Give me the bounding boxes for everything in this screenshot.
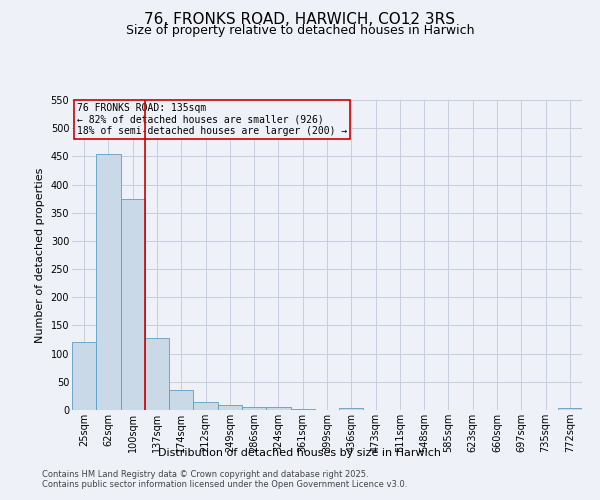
Bar (266, 406, 290, 410)
Bar (242, 407, 266, 410)
Text: Size of property relative to detached houses in Harwich: Size of property relative to detached ho… (126, 24, 474, 37)
Bar (169, 390, 193, 410)
Y-axis label: Number of detached properties: Number of detached properties (35, 168, 45, 342)
Bar (145, 338, 169, 410)
Bar (193, 402, 218, 410)
Text: Contains HM Land Registry data © Crown copyright and database right 2025.: Contains HM Land Registry data © Crown c… (42, 470, 368, 479)
Bar (218, 405, 242, 410)
Text: 76 FRONKS ROAD: 135sqm
← 82% of detached houses are smaller (926)
18% of semi-de: 76 FRONKS ROAD: 135sqm ← 82% of detached… (77, 103, 347, 136)
Bar (72, 342, 96, 410)
Bar (339, 408, 364, 410)
Bar (96, 154, 121, 410)
Text: Contains public sector information licensed under the Open Government Licence v3: Contains public sector information licen… (42, 480, 407, 489)
Text: 76, FRONKS ROAD, HARWICH, CO12 3RS: 76, FRONKS ROAD, HARWICH, CO12 3RS (145, 12, 455, 28)
Bar (558, 408, 582, 410)
Bar (121, 198, 145, 410)
Text: Distribution of detached houses by size in Harwich: Distribution of detached houses by size … (158, 448, 442, 458)
